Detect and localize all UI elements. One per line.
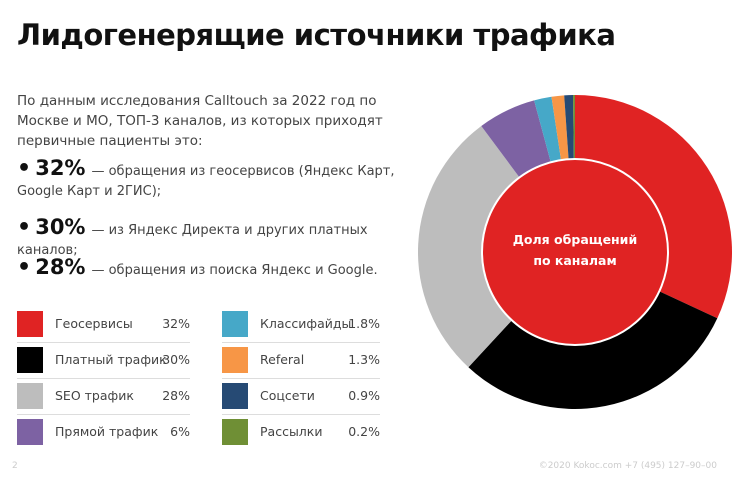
legend-label: Рассылки — [260, 424, 323, 439]
legend-value: 6% — [170, 424, 190, 439]
legend-value: 28% — [162, 388, 190, 403]
legend-value: 30% — [162, 352, 190, 367]
legend-item: Соцсети 0.9% — [222, 383, 380, 419]
bullet-text: — обращения из поиска Яндекс и Google. — [91, 263, 378, 278]
donut-center — [481, 158, 669, 346]
bullet-number: 32% — [35, 156, 86, 180]
legend-swatch — [222, 383, 248, 409]
legend-divider — [17, 414, 190, 415]
legend-swatch — [222, 419, 248, 445]
legend-item: Referal 1.3% — [222, 347, 380, 383]
bullet-dot: • — [17, 255, 32, 280]
bullet-text: — из Яндекс Директа и других платных кан… — [17, 223, 368, 258]
legend-item: Рассылки 0.2% — [222, 419, 380, 455]
bullet-dot: • — [17, 215, 32, 240]
bullet-text: — обращения из геосервисов (Яндекс Карт,… — [17, 164, 395, 199]
legend-label: Соцсети — [260, 388, 315, 403]
legend-divider — [17, 378, 190, 379]
legend-label: Классифайды — [260, 316, 352, 331]
legend-divider — [222, 342, 380, 343]
legend-value: 1.8% — [348, 316, 380, 331]
page-title: Лидогенерящие источники трафика — [17, 18, 616, 52]
legend-item: SEO трафик 28% — [17, 383, 190, 419]
bullet-number: 30% — [35, 215, 86, 239]
legend-swatch — [17, 419, 43, 445]
bullet-item: • 32% — обращения из геосервисов (Яндекс … — [17, 158, 397, 202]
legend-label: Прямой трафик — [55, 424, 159, 439]
bullet-dot: • — [17, 156, 32, 181]
legend-item: Классифайды 1.8% — [222, 311, 380, 347]
bullet-number: 28% — [35, 255, 86, 279]
bullet-item: • 28% — обращения из поиска Яндекс и Goog… — [17, 257, 397, 281]
intro-text: По данным исследования Calltouch за 2022… — [17, 93, 383, 149]
legend-divider — [222, 414, 380, 415]
legend-label: Платный трафик — [55, 352, 167, 367]
legend-item: Платный трафик 30% — [17, 347, 190, 383]
legend-value: 0.9% — [348, 388, 380, 403]
legend-swatch — [17, 347, 43, 373]
legend-label: Referal — [260, 352, 305, 367]
legend-swatch — [222, 311, 248, 337]
legend-divider — [17, 342, 190, 343]
bullet-item: • 30% — из Яндекс Директа и других платны… — [17, 217, 397, 261]
legend-swatch — [17, 383, 43, 409]
legend-swatch — [222, 347, 248, 373]
legend-value: 1.3% — [348, 352, 380, 367]
legend-label: Геосервисы — [55, 316, 133, 331]
legend-value: 0.2% — [348, 424, 380, 439]
legend-item: Геосервисы 32% — [17, 311, 190, 347]
footer-copyright: ©2020 Kokoc.com +7 (495) 127–90–00 — [538, 461, 717, 471]
legend-value: 32% — [162, 316, 190, 331]
legend-swatch — [17, 311, 43, 337]
legend-item: Прямой трафик 6% — [17, 419, 190, 455]
center-label: Доля обращений по каналам — [513, 232, 637, 268]
legend-divider — [222, 378, 380, 379]
legend-label: SEO трафик — [55, 388, 134, 403]
page-number: 2 — [12, 461, 18, 471]
